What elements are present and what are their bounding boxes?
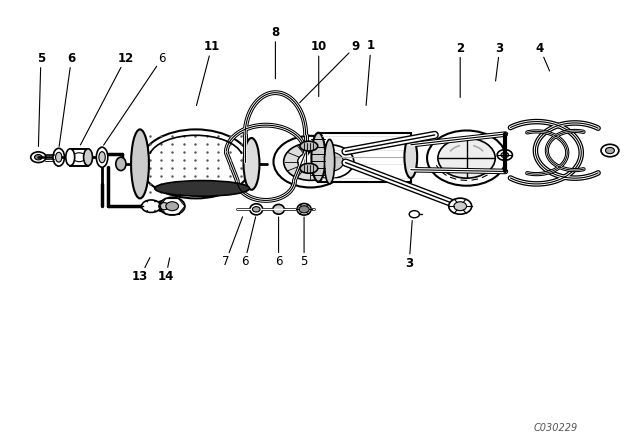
Ellipse shape bbox=[84, 149, 93, 166]
Text: 4: 4 bbox=[536, 42, 550, 71]
Text: 6: 6 bbox=[59, 52, 76, 146]
Text: 14: 14 bbox=[157, 258, 174, 283]
Circle shape bbox=[605, 147, 614, 154]
Text: 3: 3 bbox=[495, 42, 504, 81]
Text: 6: 6 bbox=[104, 52, 166, 145]
Ellipse shape bbox=[404, 136, 417, 178]
Text: 9: 9 bbox=[300, 40, 359, 103]
Circle shape bbox=[427, 130, 506, 186]
Text: C030229: C030229 bbox=[534, 423, 578, 433]
Ellipse shape bbox=[97, 147, 108, 167]
Ellipse shape bbox=[155, 181, 250, 196]
Circle shape bbox=[409, 211, 419, 218]
Ellipse shape bbox=[324, 139, 335, 184]
Ellipse shape bbox=[300, 141, 318, 151]
Circle shape bbox=[298, 153, 323, 171]
Text: 2: 2 bbox=[456, 42, 464, 98]
Circle shape bbox=[316, 152, 344, 172]
Ellipse shape bbox=[312, 133, 325, 182]
Circle shape bbox=[252, 207, 260, 212]
Text: 1: 1 bbox=[366, 39, 375, 105]
Ellipse shape bbox=[116, 157, 126, 171]
Ellipse shape bbox=[66, 149, 75, 166]
Ellipse shape bbox=[99, 152, 105, 163]
Text: 5: 5 bbox=[36, 52, 45, 146]
Ellipse shape bbox=[297, 203, 311, 215]
Text: 10: 10 bbox=[310, 40, 327, 97]
Ellipse shape bbox=[53, 148, 65, 166]
Ellipse shape bbox=[273, 204, 284, 214]
Text: 5: 5 bbox=[300, 217, 308, 268]
Circle shape bbox=[454, 202, 467, 211]
Ellipse shape bbox=[140, 129, 252, 198]
Circle shape bbox=[497, 150, 513, 160]
Text: 12: 12 bbox=[81, 52, 134, 145]
Text: 6: 6 bbox=[241, 217, 255, 268]
Circle shape bbox=[73, 153, 86, 162]
Circle shape bbox=[35, 155, 42, 160]
Bar bbox=[319, 133, 411, 182]
Ellipse shape bbox=[300, 164, 318, 173]
Circle shape bbox=[299, 206, 309, 213]
Ellipse shape bbox=[131, 129, 149, 198]
Circle shape bbox=[159, 202, 169, 210]
Circle shape bbox=[305, 145, 354, 179]
Text: 7: 7 bbox=[222, 217, 243, 268]
Text: 3: 3 bbox=[405, 220, 413, 270]
Text: 13: 13 bbox=[132, 258, 150, 283]
Text: 8: 8 bbox=[271, 26, 280, 79]
Circle shape bbox=[449, 198, 472, 214]
Ellipse shape bbox=[156, 201, 172, 212]
Bar bbox=[70, 149, 88, 166]
Ellipse shape bbox=[250, 204, 262, 215]
Circle shape bbox=[284, 143, 337, 181]
Circle shape bbox=[166, 202, 179, 211]
Circle shape bbox=[31, 152, 46, 163]
Circle shape bbox=[601, 144, 619, 157]
Ellipse shape bbox=[244, 138, 259, 190]
Circle shape bbox=[273, 136, 348, 188]
Text: 11: 11 bbox=[196, 40, 220, 106]
Ellipse shape bbox=[141, 200, 161, 212]
Circle shape bbox=[438, 138, 495, 178]
Text: 6: 6 bbox=[275, 217, 282, 268]
Ellipse shape bbox=[56, 152, 62, 162]
Circle shape bbox=[501, 152, 509, 158]
Circle shape bbox=[159, 197, 185, 215]
